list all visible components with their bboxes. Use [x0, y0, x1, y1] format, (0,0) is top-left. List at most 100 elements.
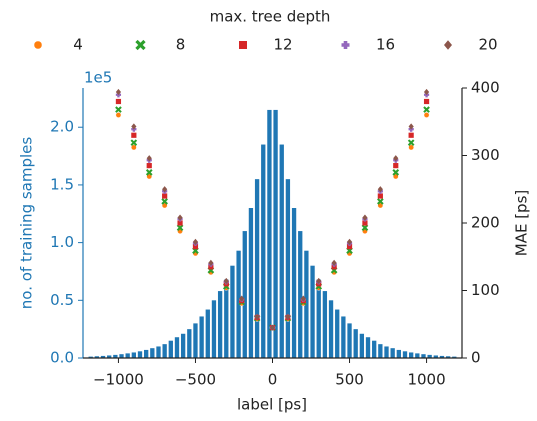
marker [254, 313, 260, 320]
marker [377, 186, 383, 193]
legend-marker [341, 41, 350, 49]
marker [208, 264, 214, 270]
bar [156, 346, 161, 358]
marker [130, 139, 138, 147]
y-tick-label: 1.5 [50, 175, 74, 193]
legend-label: 8 [176, 36, 186, 54]
marker [408, 144, 414, 151]
bar [372, 340, 377, 358]
bar [242, 231, 247, 358]
marker [392, 169, 400, 176]
bar [187, 329, 192, 358]
bar [427, 354, 432, 358]
bar [322, 291, 328, 358]
legend-label: 20 [478, 36, 497, 54]
scatter-points [115, 88, 430, 331]
bar [193, 323, 198, 358]
bar [125, 353, 130, 358]
marker [408, 123, 414, 130]
bar [316, 279, 321, 358]
marker [346, 244, 353, 250]
marker [331, 264, 337, 270]
marker [115, 88, 122, 96]
y2-tick-label: 200 [471, 214, 500, 232]
marker [177, 220, 183, 226]
bar [384, 346, 389, 358]
bar [359, 333, 365, 358]
marker [162, 186, 168, 193]
marker [115, 112, 122, 118]
bar [150, 348, 155, 358]
bar [273, 109, 278, 358]
bar [107, 355, 112, 358]
marker [146, 155, 152, 162]
legend-marker [33, 40, 43, 50]
marker [423, 106, 430, 113]
bar [452, 356, 457, 358]
marker [192, 244, 199, 250]
bar [180, 333, 186, 358]
bar [174, 337, 180, 358]
marker [407, 139, 415, 147]
bar [211, 300, 217, 358]
bar [396, 349, 401, 358]
y-tick-label: 0.0 [50, 349, 74, 367]
marker [361, 224, 369, 232]
bar [341, 316, 346, 358]
legend-label: 4 [73, 36, 83, 54]
bar [279, 144, 284, 358]
x-axis-label: label [ps] [237, 396, 307, 414]
bar [439, 355, 445, 358]
bar [168, 340, 173, 358]
y-tick-label: 1.0 [50, 233, 74, 251]
marker [346, 238, 353, 246]
bar [365, 337, 371, 358]
bar [409, 352, 414, 358]
legend-marker [239, 41, 247, 49]
x-tick-label: −1000 [93, 371, 144, 389]
bar [285, 179, 291, 358]
legend-label: 16 [376, 36, 395, 54]
y2-tick-label: 300 [471, 146, 500, 164]
bar [267, 109, 272, 358]
marker [377, 198, 384, 205]
bar [144, 349, 149, 358]
bar [415, 353, 420, 358]
marker [208, 259, 214, 266]
marker [223, 277, 229, 285]
bar [335, 309, 340, 358]
marker [423, 98, 430, 105]
marker [131, 132, 137, 138]
marker [176, 224, 184, 232]
bar [113, 354, 118, 358]
y-offset-label: 1e5 [84, 69, 112, 87]
bar [254, 179, 260, 358]
bar [94, 356, 100, 358]
x-tick-label: −500 [175, 371, 216, 389]
bar [402, 351, 408, 358]
bar [100, 355, 106, 358]
legend-marker [135, 39, 146, 51]
bar [298, 231, 303, 358]
marker [316, 277, 322, 285]
bar [390, 348, 395, 358]
bar [310, 265, 315, 358]
bar [378, 344, 383, 358]
marker [239, 295, 245, 302]
marker [362, 220, 368, 226]
bar [88, 356, 93, 358]
marker [300, 295, 306, 302]
bar [131, 352, 136, 358]
legend-title: max. tree depth [210, 8, 331, 26]
marker [393, 163, 399, 169]
bar [445, 356, 451, 358]
x-tick-label: 500 [335, 371, 364, 389]
marker [423, 112, 430, 118]
bar [162, 344, 167, 358]
y-tick-label: 0.5 [50, 291, 74, 309]
marker [192, 238, 199, 246]
y2-tick-label: 400 [471, 79, 500, 97]
bar [205, 309, 210, 358]
y-tick-label: 2.0 [50, 118, 74, 136]
